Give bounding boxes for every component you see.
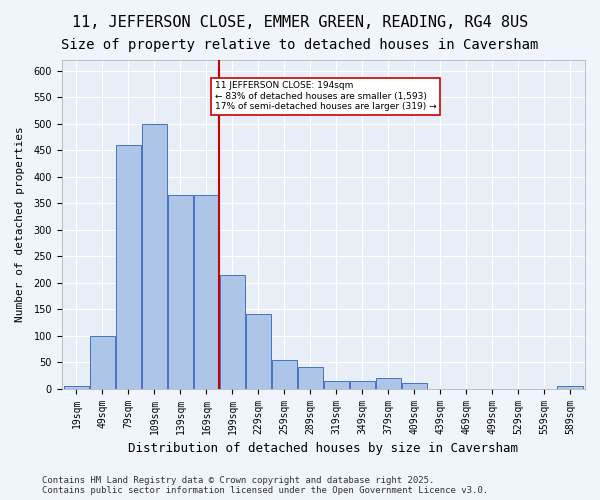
Bar <box>194 195 219 388</box>
Bar <box>89 336 115 388</box>
Bar <box>401 384 427 388</box>
Bar <box>116 145 141 388</box>
Text: 11, JEFFERSON CLOSE, EMMER GREEN, READING, RG4 8US: 11, JEFFERSON CLOSE, EMMER GREEN, READIN… <box>72 15 528 30</box>
Y-axis label: Number of detached properties: Number of detached properties <box>15 126 25 322</box>
X-axis label: Distribution of detached houses by size in Caversham: Distribution of detached houses by size … <box>128 442 518 455</box>
Bar <box>272 360 297 388</box>
Bar <box>245 314 271 388</box>
Bar <box>557 386 583 388</box>
Bar <box>350 380 375 388</box>
Bar <box>376 378 401 388</box>
Bar <box>323 380 349 388</box>
Bar <box>167 195 193 388</box>
Text: 11 JEFFERSON CLOSE: 194sqm
← 83% of detached houses are smaller (1,593)
17% of s: 11 JEFFERSON CLOSE: 194sqm ← 83% of deta… <box>215 81 437 111</box>
Bar <box>298 368 323 388</box>
Text: Contains HM Land Registry data © Crown copyright and database right 2025.
Contai: Contains HM Land Registry data © Crown c… <box>42 476 488 495</box>
Text: Size of property relative to detached houses in Caversham: Size of property relative to detached ho… <box>61 38 539 52</box>
Bar <box>64 386 89 388</box>
Bar <box>220 274 245 388</box>
Bar <box>142 124 167 388</box>
